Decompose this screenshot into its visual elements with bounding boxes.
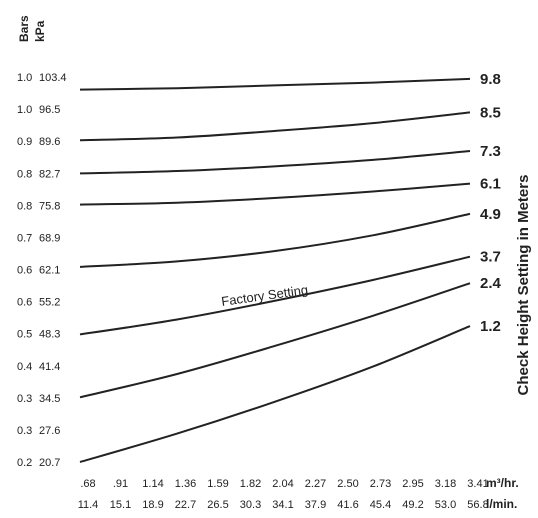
y-tick-kpa: 34.5 — [39, 393, 60, 405]
y-tick-bars: 0.7 — [17, 232, 32, 244]
x-tick-lmin: 18.9 — [142, 499, 163, 511]
x-tick-m3: 2.50 — [337, 478, 358, 490]
y-tick-kpa: 41.4 — [39, 361, 60, 373]
curve-label: 1.2 — [480, 318, 501, 335]
x-tick-lmin: 45.4 — [370, 499, 391, 511]
x-tick-m3: 3.18 — [435, 478, 456, 490]
x-tick-lmin: 15.1 — [110, 499, 131, 511]
x-tick-m3: 2.95 — [402, 478, 423, 490]
x-tick-m3: 1.14 — [142, 478, 163, 490]
x-tick-lmin: 56.8 — [467, 499, 488, 511]
y-tick-bars: 0.2 — [17, 457, 32, 469]
x-tick-lmin: 30.3 — [240, 499, 261, 511]
y-tick-kpa: 103.4 — [39, 72, 67, 84]
curves — [79, 77, 471, 463]
x-tick-m3: 1.82 — [240, 478, 261, 490]
y-tick-bars: 1.0 — [17, 104, 32, 116]
x-tick-lmin: 22.7 — [175, 499, 196, 511]
x-tick-m3: 2.73 — [370, 478, 391, 490]
y-tick-kpa: 82.7 — [39, 168, 60, 180]
y-tick-kpa: 62.1 — [39, 265, 60, 277]
y-tick-bars: 0.6 — [17, 297, 32, 309]
y-tick-bars: 1.0 — [17, 72, 32, 84]
curve-label: 2.4 — [480, 275, 502, 292]
y-tick-bars: 0.5 — [17, 329, 32, 341]
curve-2-4 — [79, 282, 471, 399]
curve-7-3 — [79, 150, 471, 175]
y-unit-bars-label: Bars — [17, 15, 31, 42]
curve-label: 4.9 — [480, 206, 501, 223]
y-tick-bars: 0.8 — [17, 168, 32, 180]
y-axis-right-label: Check Height Setting in Meters — [515, 175, 532, 396]
curve-label: 9.8 — [480, 71, 501, 88]
curve-label: 8.5 — [480, 104, 501, 121]
curve-label: 7.3 — [480, 143, 501, 160]
x-tick-lmin: 49.2 — [402, 499, 423, 511]
curve-8-5 — [79, 111, 471, 142]
y-tick-bars: 0.3 — [17, 425, 32, 437]
x-tick-m3: 1.36 — [175, 478, 196, 490]
x-tick-lmin: 37.9 — [305, 499, 326, 511]
x-tick-m3: 2.27 — [305, 478, 326, 490]
curve-label: 3.7 — [480, 249, 501, 266]
x-tick-m3: 1.59 — [207, 478, 228, 490]
curve-9-8 — [79, 77, 471, 91]
y-tick-kpa: 96.5 — [39, 104, 60, 116]
x-tick-lmin: 26.5 — [207, 499, 228, 511]
y-unit-kpa-label: kPa — [33, 20, 47, 42]
y-tick-bars: 0.3 — [17, 393, 32, 405]
y-tick-kpa: 75.8 — [39, 200, 60, 212]
x-tick-m3: .68 — [80, 478, 95, 490]
y-tick-bars: 0.4 — [17, 361, 32, 373]
y-tick-bars: 0.6 — [17, 265, 32, 277]
y-tick-kpa: 68.9 — [39, 232, 60, 244]
y-tick-kpa: 27.6 — [39, 425, 60, 437]
x-tick-lmin: 41.6 — [337, 499, 358, 511]
curve-4-9 — [79, 212, 471, 268]
x-tick-lmin: 53.0 — [435, 499, 456, 511]
y-tick-kpa: 55.2 — [39, 297, 60, 309]
curve-label: 6.1 — [480, 176, 501, 193]
y-tick-kpa: 48.3 — [39, 329, 60, 341]
curve-6-1 — [79, 182, 471, 206]
x-tick-lmin: 34.1 — [272, 499, 293, 511]
y-tick-kpa: 89.6 — [39, 136, 60, 148]
y-tick-bars: 0.8 — [17, 200, 32, 212]
x-tick-lmin: 11.4 — [78, 499, 99, 511]
x-tick-m3: .91 — [113, 478, 128, 490]
x-tick-labels: .68 11.4 .91 15.1 1.14 18.9 1.36 22.7 1.59 26.5 1.… — [78, 478, 489, 511]
x-unit-m3-label: m³/hr. — [486, 476, 519, 490]
curve-3-7 — [79, 255, 471, 336]
x-tick-m3: 3.41 — [467, 478, 488, 490]
x-unit-lmin-label: l/min. — [486, 497, 517, 511]
y-tick-kpa: 20.7 — [39, 457, 60, 469]
factory-setting-annotation: Factory Setting — [220, 282, 309, 309]
x-tick-m3: 2.04 — [272, 478, 293, 490]
curve-labels: 9.8 8.5 7.3 6.1 4.9 3.7 2.4 1.2 — [480, 71, 502, 335]
y-tick-labels: 1.0 103.4 1.0 96.5 0.9 89.6 0.8 82.7 0.8 75.8 0.7 6… — [17, 72, 67, 469]
y-tick-bars: 0.9 — [17, 136, 32, 148]
curve-1-2 — [79, 325, 471, 463]
